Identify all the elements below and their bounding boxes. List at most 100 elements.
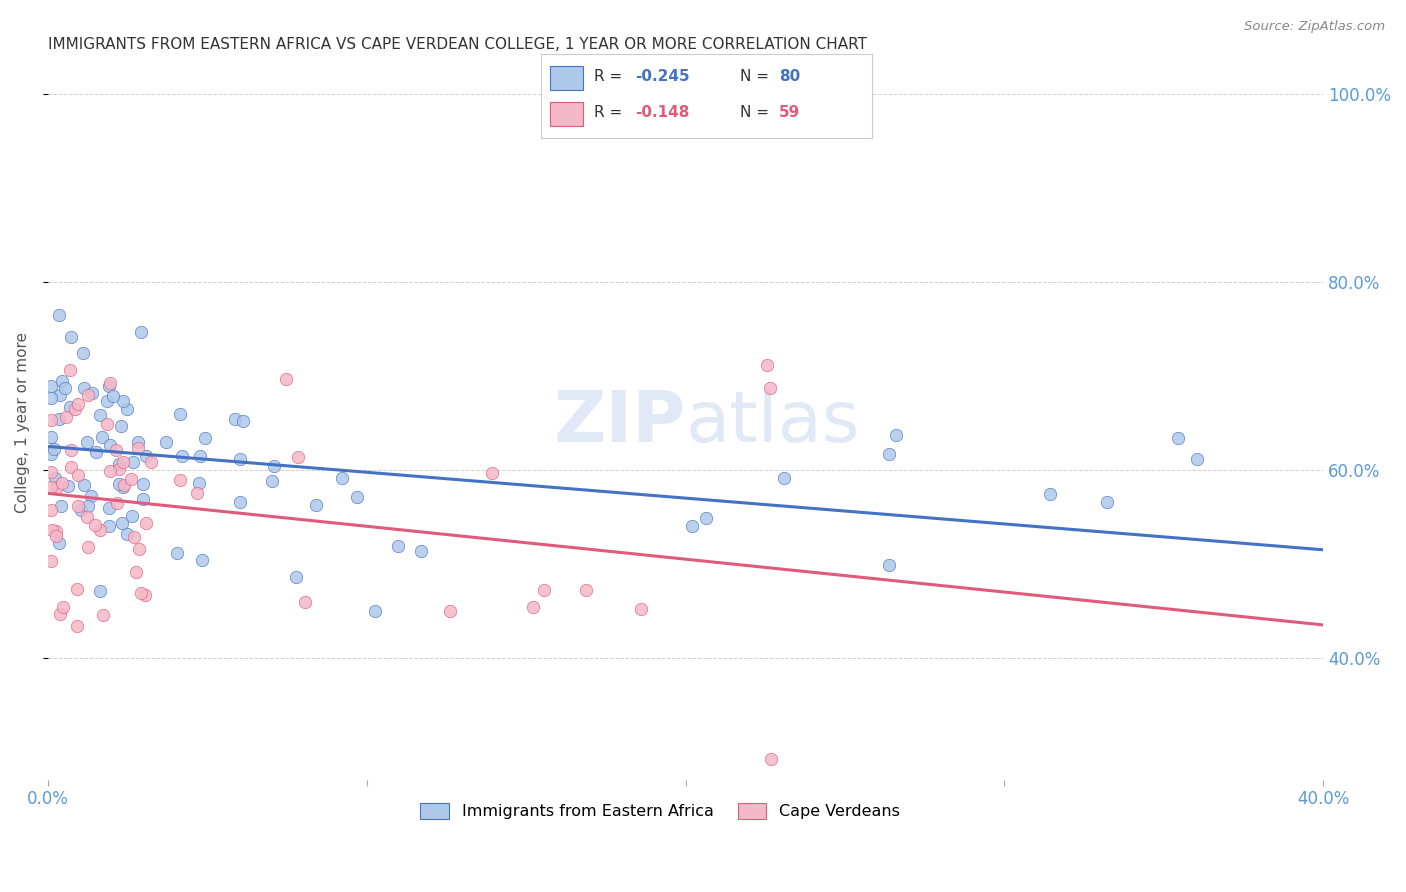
Point bbox=[108, 457, 131, 471]
Point bbox=[169, 473, 191, 487]
Point bbox=[59, 459, 82, 474]
Point bbox=[76, 435, 98, 450]
Point bbox=[108, 477, 131, 491]
Point bbox=[39, 465, 62, 479]
Point bbox=[533, 582, 555, 597]
Point bbox=[1167, 431, 1189, 445]
Point bbox=[83, 517, 105, 532]
Point bbox=[59, 330, 82, 344]
Point bbox=[98, 438, 121, 452]
Point bbox=[108, 461, 131, 475]
Point bbox=[48, 388, 70, 402]
Point bbox=[98, 376, 121, 390]
Point bbox=[232, 414, 254, 428]
Point bbox=[66, 618, 89, 632]
Point bbox=[41, 523, 63, 537]
Point bbox=[73, 381, 96, 395]
Text: -0.245: -0.245 bbox=[636, 70, 690, 85]
Point bbox=[39, 480, 62, 494]
Point bbox=[129, 325, 152, 339]
Point bbox=[112, 478, 135, 492]
Point bbox=[262, 475, 284, 489]
Point bbox=[66, 582, 89, 597]
Point bbox=[139, 455, 162, 469]
Text: 59: 59 bbox=[779, 105, 800, 120]
Point bbox=[98, 500, 121, 515]
Point bbox=[191, 552, 214, 566]
Point bbox=[439, 604, 461, 618]
Point bbox=[630, 602, 652, 616]
Point bbox=[48, 308, 70, 322]
Point bbox=[49, 607, 72, 621]
Point bbox=[89, 523, 111, 537]
Point bbox=[101, 389, 124, 403]
Point bbox=[63, 401, 86, 416]
Point bbox=[117, 527, 139, 541]
Point bbox=[39, 554, 62, 568]
Point bbox=[72, 345, 94, 359]
Point bbox=[59, 443, 82, 458]
Point bbox=[134, 588, 156, 602]
Point bbox=[76, 510, 98, 524]
Point bbox=[97, 378, 120, 392]
Point bbox=[1039, 487, 1062, 501]
Point bbox=[169, 407, 191, 421]
FancyBboxPatch shape bbox=[550, 103, 582, 126]
Point bbox=[59, 401, 82, 415]
Point bbox=[228, 495, 250, 509]
Point bbox=[76, 500, 98, 514]
Point bbox=[80, 386, 103, 401]
Point bbox=[52, 600, 75, 615]
Point bbox=[330, 471, 353, 485]
Point bbox=[681, 518, 703, 533]
Point bbox=[263, 458, 285, 473]
Point bbox=[127, 435, 149, 450]
Point bbox=[522, 600, 544, 615]
Text: -0.148: -0.148 bbox=[636, 105, 690, 120]
Point bbox=[166, 545, 188, 559]
Point bbox=[695, 511, 717, 525]
Point bbox=[73, 478, 96, 492]
Point bbox=[1097, 495, 1119, 509]
Point bbox=[70, 503, 93, 517]
Point bbox=[48, 412, 70, 426]
Text: Source: ZipAtlas.com: Source: ZipAtlas.com bbox=[1244, 20, 1385, 33]
Point bbox=[39, 413, 62, 427]
Point bbox=[877, 558, 900, 572]
Point bbox=[155, 435, 177, 450]
Point bbox=[97, 518, 120, 533]
Point bbox=[285, 569, 308, 583]
Point bbox=[39, 502, 62, 516]
Point bbox=[135, 516, 157, 530]
Point bbox=[879, 447, 901, 461]
Point bbox=[110, 418, 132, 433]
Point bbox=[67, 499, 90, 513]
Text: R =: R = bbox=[595, 105, 627, 120]
Point bbox=[127, 441, 149, 455]
Point bbox=[96, 417, 118, 431]
Point bbox=[44, 471, 66, 485]
Point bbox=[105, 496, 128, 510]
Point bbox=[89, 408, 111, 422]
Point bbox=[364, 603, 387, 617]
Point bbox=[575, 583, 598, 598]
Point bbox=[59, 363, 82, 377]
Point bbox=[105, 443, 128, 458]
Point bbox=[194, 431, 217, 445]
Point bbox=[122, 530, 145, 544]
Point bbox=[481, 467, 503, 481]
Text: IMMIGRANTS FROM EASTERN AFRICA VS CAPE VERDEAN COLLEGE, 1 YEAR OR MORE CORRELATI: IMMIGRANTS FROM EASTERN AFRICA VS CAPE V… bbox=[48, 37, 868, 53]
Point bbox=[756, 359, 779, 373]
Point bbox=[80, 489, 103, 503]
Text: N =: N = bbox=[740, 70, 773, 85]
Point bbox=[45, 529, 67, 543]
Y-axis label: College, 1 year or more: College, 1 year or more bbox=[15, 333, 30, 514]
Point bbox=[131, 586, 153, 600]
Point bbox=[305, 498, 328, 512]
Point bbox=[1185, 452, 1208, 467]
Point bbox=[51, 499, 73, 513]
Point bbox=[274, 372, 297, 386]
Point bbox=[128, 541, 150, 556]
Point bbox=[45, 480, 67, 494]
Point bbox=[51, 475, 73, 490]
